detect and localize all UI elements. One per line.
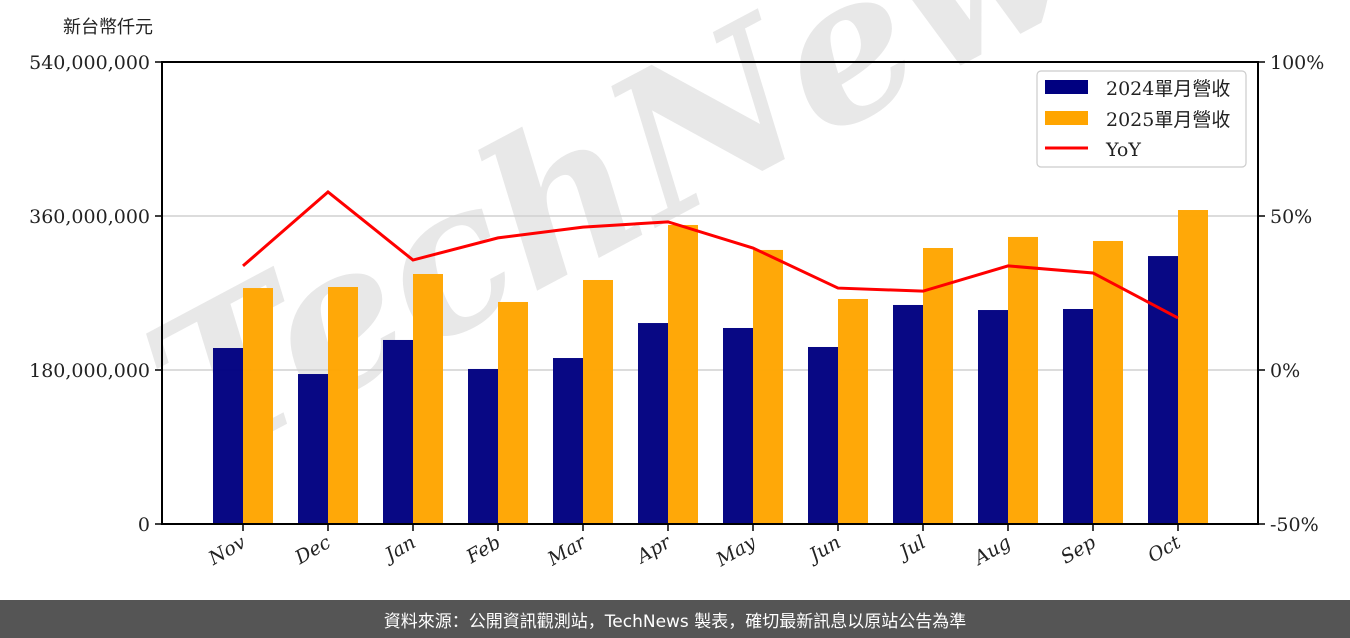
yoy-line-layer (242, 190, 1179, 320)
left-axis: 540,000,000 360,000,000 180,000,000 0 (29, 52, 162, 536)
bar-2025-nov (243, 288, 273, 524)
x-tick-label-sep: Sep (1057, 531, 1100, 568)
bar-2025-sep (1093, 240, 1123, 524)
bar-2024-aug (978, 310, 1008, 524)
x-tick-label-mar: Mar (543, 530, 591, 570)
x-tick-label-dec: Dec (290, 531, 334, 569)
x-tick-label-may: May (712, 531, 760, 571)
source-footer: 資料來源：公開資訊觀測站，TechNews 製表，確切最新訊息以原站公告為準 (0, 600, 1350, 638)
bar-2025-aug (1008, 236, 1038, 524)
chart-canvas: TechNews 540,000,000360,000,000180,000,0… (29, 0, 1324, 572)
x-axis: Nov Dec Jan Feb Mar Apr May Jun Jul Aug Sep Oct (204, 524, 1185, 572)
left-axis-unit-title: 新台幣仟元 (63, 17, 153, 38)
x-tick-label-apr: Apr (631, 530, 676, 568)
bar-2024-sep (1063, 308, 1093, 524)
bar-2025-dec (328, 287, 358, 524)
bar-2024-may (723, 327, 753, 524)
bar-2025-may (753, 249, 783, 524)
x-tick-label-feb: Feb (462, 531, 505, 568)
left-tick-label: 180,000,000 (29, 360, 150, 382)
left-tick-label: 360,000,000 (29, 206, 150, 228)
legend-label-yoy: YoY (1105, 139, 1141, 161)
bar-2025-jan (413, 274, 443, 524)
bar-2025-feb (498, 301, 528, 524)
bars (213, 210, 1208, 524)
left-tick-label: 0 (138, 514, 150, 536)
x-tick-label-jul: Jul (893, 531, 930, 565)
legend-swatch-2024 (1045, 80, 1088, 94)
bar-2025-oct (1178, 210, 1208, 524)
legend-box (1036, 70, 1247, 168)
x-tick-label-jan: Jan (378, 531, 419, 568)
bar-2024-apr (638, 323, 668, 524)
right-tick-label: 50% (1270, 206, 1312, 228)
right-tick-label: -50% (1270, 514, 1319, 536)
bar-2024-nov (213, 348, 243, 524)
bar-2025-jun (838, 298, 868, 524)
plot-frame (161, 61, 1259, 525)
legend-label-2025: 2025單月營收 (1106, 109, 1230, 131)
chart: TechNews 540,000,000 360,000,000 180,000,0… (29, 0, 1324, 572)
right-tick-label: 100% (1270, 52, 1324, 74)
bar-2024-jun (808, 346, 838, 524)
x-tick-label-oct: Oct (1144, 531, 1185, 567)
bar-2024-jul (893, 304, 923, 524)
yoy-line (242, 190, 1179, 320)
bar-2025-mar (583, 279, 613, 524)
legend-swatch-2025 (1045, 111, 1088, 125)
bar-2025-apr (668, 224, 698, 524)
source-text: 資料來源：公開資訊觀測站，TechNews 製表，確切最新訊息以原站公告為準 (383, 611, 967, 632)
x-tick-label-nov: Nov (204, 531, 250, 570)
bar-2024-mar (553, 358, 583, 524)
bar-2024-dec (298, 374, 328, 524)
right-axis: 100% 50% 0% -50% (1258, 52, 1324, 536)
legend: 2024單月營收 2025單月營收 YoY (1036, 70, 1247, 168)
bar-2024-feb (468, 368, 498, 524)
legend-label-2024: 2024單月營收 (1106, 78, 1230, 100)
x-tick-label-aug: Aug (969, 531, 1015, 570)
left-tick-label: 540,000,000 (29, 52, 150, 74)
bar-2025-jul (923, 247, 953, 524)
bar-2024-jan (383, 339, 413, 524)
right-tick-label: 0% (1270, 360, 1300, 382)
x-tick-label-jun: Jun (802, 531, 844, 568)
bar-2024-oct (1148, 256, 1178, 524)
